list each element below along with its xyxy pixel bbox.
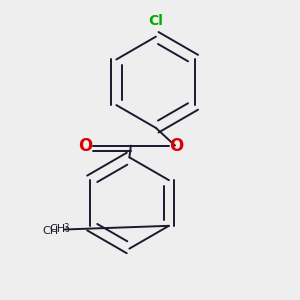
Text: 3: 3	[63, 223, 68, 232]
Text: O: O	[78, 136, 92, 154]
Text: CH: CH	[42, 226, 58, 236]
Text: Cl: Cl	[148, 14, 163, 28]
Text: O: O	[169, 136, 184, 154]
Text: CH₃: CH₃	[49, 224, 70, 235]
